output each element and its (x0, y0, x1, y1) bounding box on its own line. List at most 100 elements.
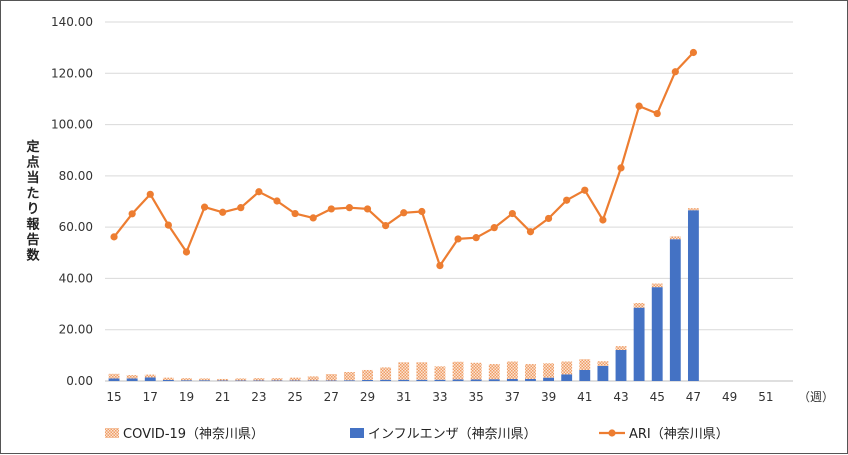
x-tick-label: 15 (106, 390, 121, 404)
covid-bar (669, 236, 681, 240)
x-tick-label: 33 (432, 390, 447, 404)
influenza-bar (253, 380, 265, 381)
ari-point (544, 214, 553, 223)
ari-point (363, 205, 372, 213)
y-axis-label-char: 告 (26, 232, 39, 248)
covid-bar (199, 378, 211, 381)
ari-point (581, 186, 589, 194)
y-axis-label-char: 報 (26, 217, 40, 233)
influenza-bar (343, 380, 355, 381)
covid-bar (181, 378, 192, 381)
influenza-bar (181, 380, 192, 381)
covid-bar (506, 361, 518, 379)
influenza-bar (126, 378, 138, 381)
influenza-bar (669, 239, 681, 381)
covid-bar (271, 378, 283, 381)
ari-point (146, 190, 154, 198)
influenza-bar (362, 379, 373, 381)
covid-bar (235, 378, 247, 381)
covid-bar (307, 376, 319, 381)
x-tick-label: 19 (179, 390, 194, 404)
influenza-bar (416, 379, 428, 381)
covid-bar (398, 362, 410, 380)
x-tick-label: 35 (469, 390, 484, 404)
covid-bar (325, 374, 337, 381)
legend-marker (608, 429, 616, 437)
covid-bar (615, 346, 627, 350)
influenza-bar (108, 378, 120, 381)
covid-bar (561, 361, 573, 375)
ari-point (526, 228, 535, 236)
ari-point (382, 222, 390, 230)
x-tick-label: 37 (505, 390, 520, 404)
ari-point (635, 102, 643, 110)
covid-bar (470, 362, 482, 380)
influenza-bar (525, 378, 536, 381)
ari-point (309, 214, 317, 222)
x-tick-label: 51 (758, 390, 773, 404)
ari-point (164, 221, 172, 229)
ari-point (200, 203, 209, 211)
y-tick-label: 0.00 (66, 374, 93, 388)
y-tick-label: 120.00 (51, 66, 93, 80)
y-axis-ticks: 0.00 20.00 40.00 60.00 80.00 100.00 120.00 140.… (51, 15, 93, 388)
influenza-bar (506, 378, 518, 381)
x-tick-label: 25 (287, 390, 302, 404)
x-tick-label: 29 (360, 390, 375, 404)
x-tick-label: 17 (143, 390, 158, 404)
ari-line-series (110, 48, 698, 270)
covid-bar (651, 283, 663, 288)
covid-bar (108, 373, 120, 379)
legend-influenza: インフルエンザ（神奈川県） (350, 427, 537, 442)
y-tick-label: 100.00 (51, 118, 93, 132)
ari-point (653, 109, 661, 118)
ari-point (563, 196, 571, 204)
y-axis-label-char: 点 (26, 155, 39, 171)
ari-point (110, 233, 118, 241)
ari-point (219, 208, 227, 216)
covid-bar (633, 303, 645, 308)
x-tick-label: 49 (722, 390, 737, 404)
influenza-bar (615, 349, 627, 381)
ari-point (182, 248, 191, 256)
ari-line (113, 51, 695, 267)
x-axis-label: （週） (798, 390, 834, 404)
covid-bar (416, 362, 428, 380)
covid-bar (543, 363, 555, 378)
y-tick-label: 80.00 (59, 169, 93, 183)
covid-bar (687, 208, 699, 211)
ari-point (400, 209, 408, 217)
influenza-bar (162, 379, 174, 381)
y-axis-label-char: 定 (25, 139, 39, 155)
influenza-bar (452, 379, 464, 381)
ari-point (472, 234, 480, 242)
legend: COVID-19（神奈川県） インフルエンザ（神奈川県） ARI（神奈川県） (105, 427, 729, 442)
influenza-bar (307, 380, 319, 381)
x-tick-label: 27 (324, 390, 339, 404)
legend-swatch (350, 428, 364, 438)
influenza-bar (597, 365, 609, 381)
x-axis-ticks: 15 17 19 21 23 25 27 29 31 33 35 37 39 41 43 45 47 49 51 (106, 390, 773, 404)
influenza-bar (217, 380, 229, 381)
ari-point (237, 204, 245, 212)
y-axis-label-char: 数 (26, 248, 40, 264)
legend-swatch (105, 428, 119, 438)
influenza-bar (398, 379, 410, 381)
covid-bar (380, 367, 392, 380)
influenza-bar (144, 377, 156, 381)
y-axis-label-char: た (26, 187, 39, 202)
influenza-bar (325, 380, 337, 381)
influenza-bar (199, 380, 211, 381)
influenza-bar (235, 380, 247, 381)
influenza-bar (561, 374, 573, 381)
y-tick-label: 60.00 (59, 220, 93, 234)
influenza-bar (380, 379, 392, 381)
covid-bar (144, 374, 156, 378)
legend-label: インフルエンザ（神奈川県） (368, 427, 537, 442)
legend-ari: ARI（神奈川県） (599, 427, 729, 442)
x-tick-label: 45 (650, 390, 665, 404)
influenza-bar (289, 380, 301, 381)
bar-series (108, 208, 699, 381)
